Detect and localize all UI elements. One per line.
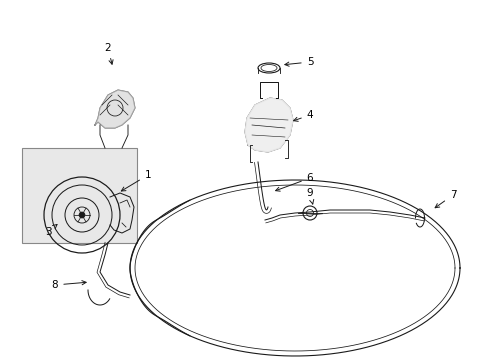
Polygon shape — [95, 90, 135, 128]
Text: 2: 2 — [104, 43, 113, 64]
FancyBboxPatch shape — [22, 148, 137, 243]
Circle shape — [79, 212, 85, 218]
Text: 1: 1 — [121, 170, 151, 191]
Text: 4: 4 — [293, 110, 313, 121]
Text: 6: 6 — [275, 173, 313, 191]
Text: 7: 7 — [434, 190, 455, 208]
Text: 9: 9 — [306, 188, 313, 204]
Text: 3: 3 — [44, 225, 57, 237]
Polygon shape — [244, 98, 292, 152]
Text: 5: 5 — [284, 57, 313, 67]
Text: 8: 8 — [52, 280, 86, 290]
